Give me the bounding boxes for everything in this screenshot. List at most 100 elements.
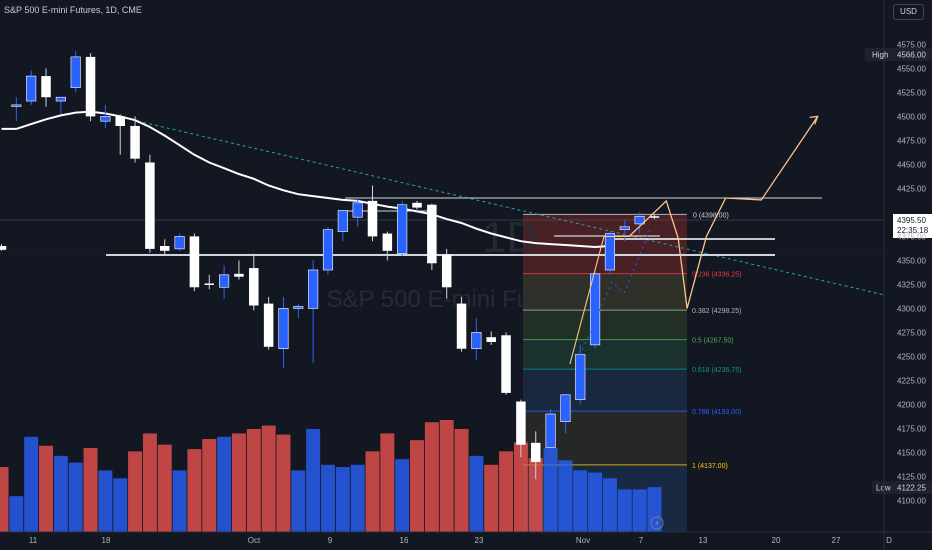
price-tick: 4450.00 bbox=[897, 160, 926, 169]
candle-body bbox=[293, 306, 304, 309]
volume-bar bbox=[558, 460, 573, 532]
fib-level-label: 0.382 (4298.25) bbox=[692, 308, 741, 315]
volume-bar bbox=[157, 444, 172, 532]
price-tick: 4100.00 bbox=[897, 496, 926, 505]
fib-level-label: 0.236 (4336.25) bbox=[692, 272, 741, 279]
volume-bar bbox=[617, 489, 632, 532]
time-axis-bg bbox=[0, 532, 884, 550]
price-tick: 4500.00 bbox=[897, 112, 926, 121]
lightning-icon[interactable] bbox=[650, 516, 664, 530]
volume-bar bbox=[9, 496, 24, 532]
volume-bar bbox=[647, 487, 662, 532]
projection-path[interactable] bbox=[628, 116, 819, 309]
candle-body bbox=[204, 283, 215, 285]
volume-bar bbox=[187, 449, 202, 532]
projection-path[interactable] bbox=[569, 235, 630, 365]
candle-body bbox=[397, 204, 408, 254]
price-tick: 4325.00 bbox=[897, 280, 926, 289]
candle-body bbox=[545, 413, 556, 448]
volume-bar bbox=[202, 439, 217, 532]
candle-body bbox=[100, 116, 111, 122]
candle-body bbox=[249, 268, 259, 306]
volume-bar bbox=[424, 422, 439, 532]
price-tick: 4175.00 bbox=[897, 424, 926, 433]
fib-zone bbox=[523, 273, 687, 311]
fib-level-label: 0.618 (4236.75) bbox=[692, 367, 741, 374]
low-label: Low bbox=[876, 484, 891, 493]
volume-bar bbox=[0, 467, 9, 532]
candle-body bbox=[0, 246, 7, 250]
volume-bar bbox=[68, 462, 83, 532]
fib-level-label: 0.786 (4193.00) bbox=[692, 409, 741, 416]
candle-body bbox=[530, 442, 541, 462]
price-tick: 4375.00 bbox=[897, 232, 926, 241]
candle-body bbox=[501, 335, 511, 393]
price-tick: 4150.00 bbox=[897, 448, 926, 457]
candle-body bbox=[70, 56, 81, 88]
volume-bar bbox=[499, 451, 514, 532]
candle-body bbox=[560, 394, 571, 422]
candle-body bbox=[130, 126, 140, 159]
candlesticks bbox=[0, 51, 660, 480]
time-tick: Nov bbox=[576, 536, 590, 545]
price-axis[interactable]: 4575.00 4550.00 4525.00 4500.00 4475.00 4450.… bbox=[865, 0, 932, 550]
price-projection[interactable] bbox=[569, 115, 819, 365]
time-tick: D bbox=[886, 536, 892, 545]
trend-line[interactable] bbox=[119, 116, 894, 298]
volume-bar bbox=[24, 436, 39, 532]
low-value-badge bbox=[893, 481, 932, 494]
time-tick: 18 bbox=[102, 536, 111, 545]
volume-bar bbox=[98, 470, 113, 532]
volume-bar bbox=[350, 464, 365, 532]
time-tick: 13 bbox=[699, 536, 708, 545]
candle-body bbox=[412, 202, 422, 208]
volume-bar bbox=[246, 428, 261, 532]
candle-body bbox=[174, 236, 185, 250]
high-value-badge bbox=[891, 48, 932, 61]
volume-bar bbox=[573, 470, 588, 532]
volume-bar bbox=[113, 478, 128, 532]
time-tick: 20 bbox=[772, 536, 781, 545]
candle-body bbox=[322, 229, 334, 271]
candle-body bbox=[219, 274, 230, 288]
candle-body bbox=[352, 202, 363, 218]
volume-bar bbox=[513, 442, 528, 532]
time-tick: 9 bbox=[328, 536, 333, 545]
last-price-value: 4395.50 bbox=[897, 216, 926, 225]
volume-bar bbox=[276, 434, 291, 532]
volume-bar bbox=[632, 489, 647, 532]
candle-body bbox=[159, 246, 170, 251]
price-tick: 4550.00 bbox=[897, 64, 926, 73]
candle-body bbox=[278, 308, 289, 350]
volume-bar bbox=[39, 445, 54, 532]
volume-bar bbox=[528, 458, 543, 532]
time-tick: 11 bbox=[29, 536, 38, 545]
volume-bar bbox=[469, 455, 484, 532]
volume-bar bbox=[395, 459, 410, 532]
symbol-title: S&P 500 E-mini Futures, 1D, CME bbox=[4, 5, 142, 15]
bar-countdown: 22:35:18 bbox=[897, 226, 929, 235]
candle-body bbox=[441, 254, 452, 288]
candle-body bbox=[189, 236, 200, 288]
ma-line bbox=[1, 110, 610, 249]
candle-body bbox=[234, 273, 244, 277]
currency-button[interactable]: USD bbox=[893, 4, 924, 20]
candle-body bbox=[41, 76, 51, 98]
price-tick: 4125.00 bbox=[897, 472, 926, 481]
candle-body bbox=[619, 226, 630, 230]
candle-body bbox=[575, 354, 586, 400]
price-axis-bg bbox=[884, 0, 932, 550]
candle-body bbox=[649, 216, 660, 218]
candle-body bbox=[367, 200, 378, 237]
price-tick: 4475.00 bbox=[897, 136, 926, 145]
high-label: High bbox=[872, 51, 888, 60]
volume-bar bbox=[439, 420, 454, 532]
volume-bar bbox=[365, 451, 380, 532]
volume-bar bbox=[172, 470, 187, 532]
price-tick: 4200.00 bbox=[897, 400, 926, 409]
volume-bar bbox=[484, 464, 499, 532]
last-price-badge bbox=[893, 214, 932, 238]
